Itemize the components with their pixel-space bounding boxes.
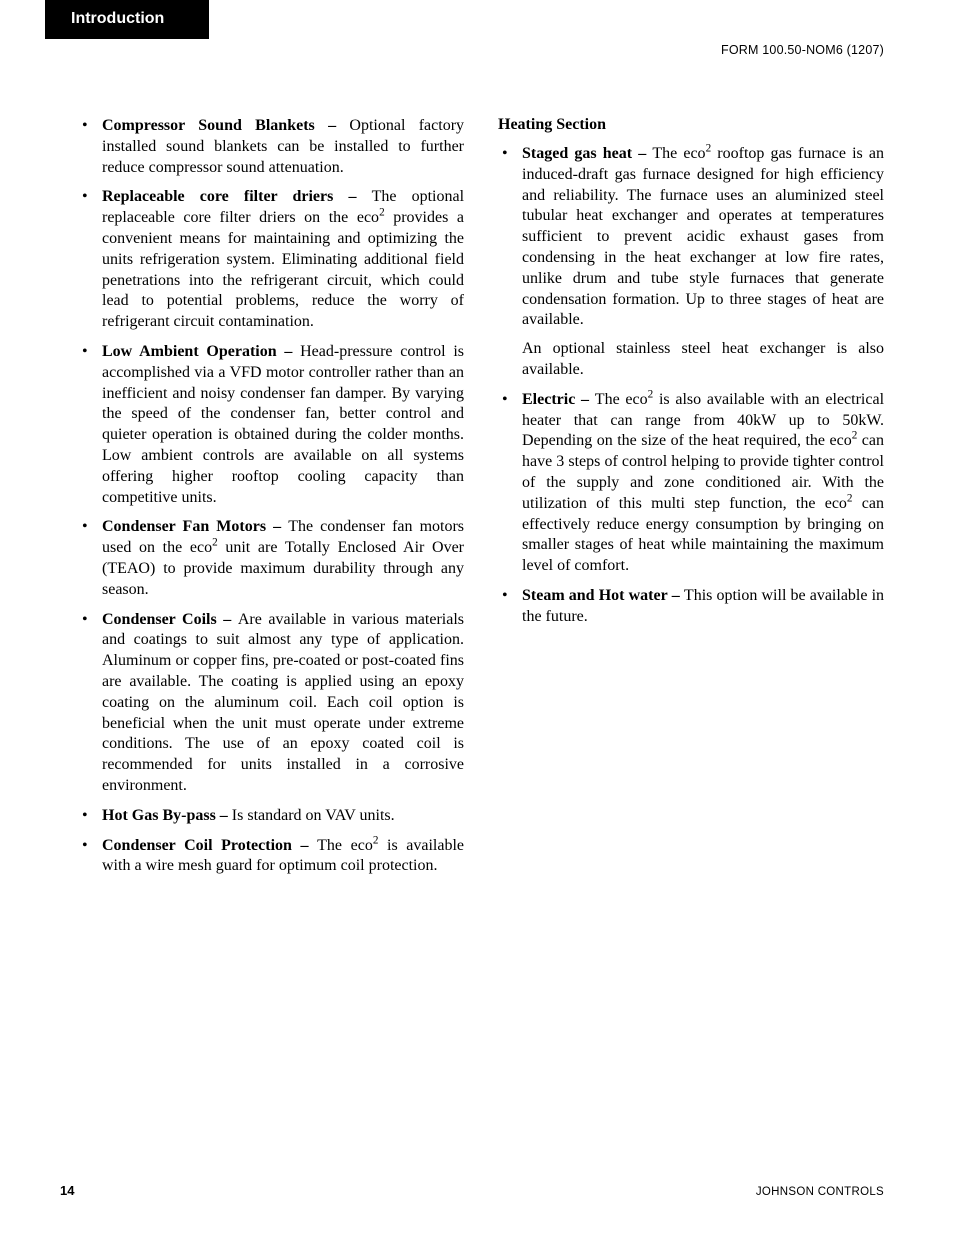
list-item: Staged gas heat – The eco2 rooftop gas f…	[498, 144, 884, 381]
item-title: Staged gas heat	[522, 145, 632, 162]
list-item: Electric – The eco2 is also available wi…	[498, 390, 884, 577]
dash: –	[638, 145, 652, 162]
dash: –	[223, 611, 238, 628]
list-item: Hot Gas By-pass – Is standard on VAV uni…	[78, 806, 464, 827]
item-body-part: The eco	[595, 391, 648, 408]
right-column: Heating Section Staged gas heat – The ec…	[498, 116, 884, 886]
item-title: Condenser Fan Motors	[102, 518, 266, 535]
item-body-part: is also available with an electrical hea…	[522, 391, 884, 450]
dash: –	[284, 343, 300, 360]
dash: –	[328, 117, 349, 134]
list-item: Condenser Coil Protection – The eco2 is …	[78, 836, 464, 878]
item-title: Replaceable core filter driers	[102, 188, 333, 205]
content-area: Compressor Sound Blankets – Optional fac…	[78, 116, 884, 886]
list-item: Condenser Coils – Are available in vario…	[78, 610, 464, 797]
dash: –	[672, 587, 684, 604]
item-title: Hot Gas By-pass	[102, 807, 216, 824]
list-item: Compressor Sound Blankets – Optional fac…	[78, 116, 464, 178]
brand-footer: JOHNSON CONTROLS	[756, 1186, 884, 1198]
left-bullet-list: Compressor Sound Blankets – Optional fac…	[78, 116, 464, 877]
left-column: Compressor Sound Blankets – Optional fac…	[78, 116, 464, 886]
right-bullet-list: Staged gas heat – The eco2 rooftop gas f…	[498, 144, 884, 628]
item-body-part: The eco	[317, 837, 373, 854]
heating-section-heading: Heating Section	[498, 116, 884, 134]
dash: –	[348, 188, 371, 205]
list-item: Replaceable core filter driers – The opt…	[78, 187, 464, 333]
item-title: Condenser Coil Protection	[102, 837, 292, 854]
item-title: Steam and Hot water	[522, 587, 668, 604]
form-number: FORM 100.50-NOM6 (1207)	[721, 43, 884, 57]
item-title: Electric	[522, 391, 575, 408]
item-body: Is standard on VAV units.	[232, 807, 395, 824]
item-body-part: The eco	[652, 145, 705, 162]
item-body-part: rooftop gas furnace is an induced-draft …	[522, 145, 884, 328]
item-body-part: provides a convenient means for maintain…	[102, 209, 464, 330]
dash: –	[273, 518, 288, 535]
item-body: Head-pressure control is accomplished vi…	[102, 343, 464, 506]
item-body: Are available in various materials and c…	[102, 611, 464, 794]
item-title: Low Ambient Operation	[102, 343, 277, 360]
list-item: Condenser Fan Motors – The condenser fan…	[78, 517, 464, 600]
item-title: Compressor Sound Blankets	[102, 117, 315, 134]
page-number: 14	[60, 1183, 74, 1198]
item-title: Condenser Coils	[102, 611, 217, 628]
dash: –	[220, 807, 232, 824]
list-item: Steam and Hot water – This option will b…	[498, 586, 884, 628]
dash: –	[301, 837, 318, 854]
item-follow-paragraph: An optional stainless steel heat exchang…	[522, 339, 884, 381]
dash: –	[581, 391, 595, 408]
list-item: Low Ambient Operation – Head-pressure co…	[78, 342, 464, 508]
section-tab: Introduction	[45, 0, 209, 39]
